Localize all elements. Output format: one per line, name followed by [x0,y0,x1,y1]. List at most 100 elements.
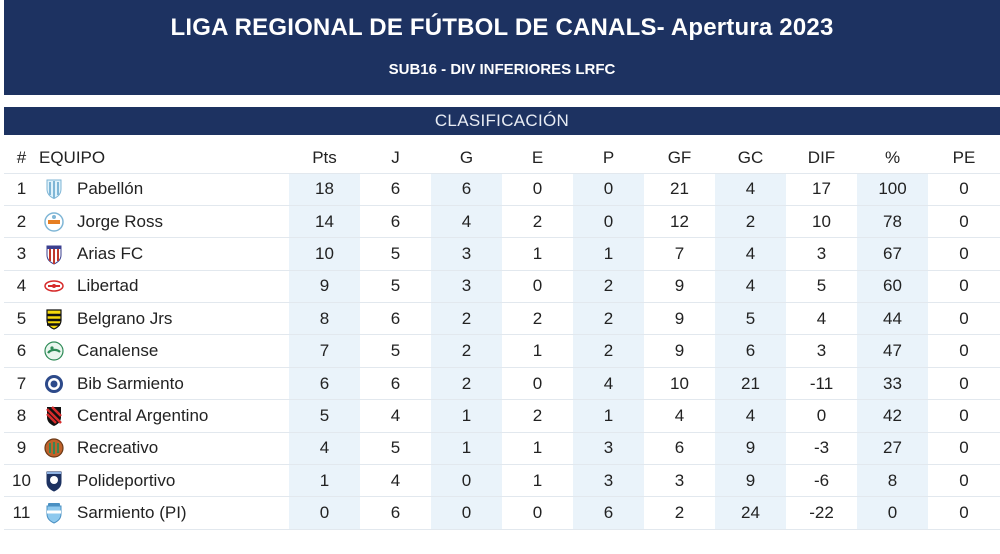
team-name[interactable]: Recreativo [77,438,159,458]
team-cell: Pabellón [39,172,289,206]
points-cell: 7 [289,334,360,368]
column-header-pe[interactable]: PE [952,147,976,167]
team-name[interactable]: Sarmiento (PI) [77,503,187,523]
won-cell: 3 [431,237,502,271]
points-cell: 18 [289,172,360,206]
table-row[interactable]: 6 Canalense 7 5 2 1 2 9 6 3 47 0 [4,334,1000,368]
table-row[interactable]: 3 Arias FC 10 5 3 1 1 7 4 3 67 0 [4,237,1000,271]
won-cell: 0 [431,496,502,530]
pe-cell: 0 [928,302,1000,336]
lost-cell: 1 [573,237,644,271]
pe-cell: 0 [928,432,1000,466]
goals-against-cell: 4 [715,172,786,206]
drawn-cell: 0 [502,496,573,530]
points-cell: 5 [289,399,360,433]
section-title-bar: CLASIFICACIÓN [4,107,1000,135]
column-header-goals-against[interactable]: GC [737,147,764,167]
column-header-team[interactable]: EQUIPO [39,147,106,167]
drawn-cell: 2 [502,302,573,336]
team-cell: Libertad [39,270,289,304]
team-cell: Recreativo [39,432,289,466]
team-cell: Sarmiento (PI) [39,496,289,530]
points-cell: 9 [289,270,360,304]
team-info: Jorge Ross [39,206,289,237]
team-info: Bib Sarmiento [39,368,289,399]
column-header-lost[interactable]: P [602,147,615,167]
table-row[interactable]: 9 Recreativo 4 5 1 1 3 6 9 -3 27 0 [4,432,1000,466]
column-header-position[interactable]: # [16,147,27,167]
goal-difference-cell: -11 [786,367,857,401]
drawn-cell: 0 [502,172,573,206]
pe-cell: 0 [928,367,1000,401]
goals-against-cell: 9 [715,432,786,466]
position-cell: 1 [4,172,39,206]
lost-cell: 0 [573,205,644,239]
team-name[interactable]: Bib Sarmiento [77,373,184,393]
goal-difference-cell: 17 [786,172,857,206]
goal-difference-cell: 3 [786,237,857,271]
position-cell: 2 [4,205,39,239]
team-name[interactable]: Libertad [77,276,139,296]
pabellon-crest-icon [43,178,65,200]
table-row[interactable]: 2 Jorge Ross 14 6 4 2 0 12 2 10 78 0 [4,205,1000,239]
lost-cell: 3 [573,464,644,498]
played-cell: 4 [360,464,431,498]
column-header-played[interactable]: J [391,147,400,167]
standings-body: 1 Pabellón 18 6 6 0 0 21 4 17 100 0 2 Jorge Ross 14 6 4 2… [4,172,1000,530]
team-name[interactable]: Jorge Ross [77,211,163,231]
goal-difference-cell: -22 [786,496,857,530]
won-cell: 1 [431,399,502,433]
team-info: Canalense [39,335,289,366]
goals-for-cell: 3 [644,464,715,498]
percentage-cell: 0 [857,496,928,530]
goals-for-cell: 9 [644,302,715,336]
played-cell: 6 [360,172,431,206]
column-header-drawn[interactable]: E [531,147,544,167]
percentage-cell: 47 [857,334,928,368]
points-cell: 1 [289,464,360,498]
goal-difference-cell: 5 [786,270,857,304]
table-row[interactable]: 7 Bib Sarmiento 6 6 2 0 4 10 21 -11 33 0 [4,367,1000,401]
percentage-cell: 27 [857,432,928,466]
team-name[interactable]: Belgrano Jrs [77,308,173,328]
table-row[interactable]: 1 Pabellón 18 6 6 0 0 21 4 17 100 0 [4,172,1000,206]
team-name[interactable]: Arias FC [77,243,144,263]
table-row[interactable]: 8 Central Argentino 5 4 1 2 1 4 4 0 42 0 [4,399,1000,433]
points-cell: 14 [289,205,360,239]
points-cell: 6 [289,367,360,401]
table-row[interactable]: 5 Belgrano Jrs 8 6 2 2 2 9 5 4 44 0 [4,302,1000,336]
column-header-points[interactable]: Pts [312,147,337,167]
column-header-goal-difference[interactable]: DIF [807,147,836,167]
column-header-percentage[interactable]: % [884,147,901,167]
table-row[interactable]: 4 Libertad 9 5 3 0 2 9 4 5 60 0 [4,270,1000,304]
polideportivo-crest-icon [43,470,65,492]
team-cell: Polideportivo [39,464,289,498]
sarmiento-pi-crest-icon [43,502,65,524]
drawn-cell: 2 [502,205,573,239]
points-cell: 10 [289,237,360,271]
team-name[interactable]: Central Argentino [77,405,209,425]
goals-for-cell: 6 [644,432,715,466]
won-cell: 0 [431,464,502,498]
goals-for-cell: 10 [644,367,715,401]
position-cell: 4 [4,270,39,304]
team-name[interactable]: Polideportivo [77,470,176,490]
team-cell: Central Argentino [39,399,289,433]
team-name[interactable]: Pabellón [77,179,144,199]
team-name[interactable]: Canalense [77,341,159,361]
drawn-cell: 1 [502,432,573,466]
won-cell: 3 [431,270,502,304]
percentage-cell: 67 [857,237,928,271]
goals-against-cell: 2 [715,205,786,239]
played-cell: 5 [360,237,431,271]
goals-for-cell: 21 [644,172,715,206]
played-cell: 6 [360,367,431,401]
team-cell: Canalense [39,334,289,368]
column-header-won[interactable]: G [459,147,474,167]
won-cell: 2 [431,302,502,336]
pe-cell: 0 [928,270,1000,304]
column-header-goals-for[interactable]: GF [667,147,692,167]
goals-against-cell: 24 [715,496,786,530]
table-row[interactable]: 10 Polideportivo 1 4 0 1 3 3 9 -6 8 0 [4,464,1000,498]
table-row[interactable]: 11 Sarmiento (PI) 0 6 0 0 6 2 24 -22 0 0 [4,496,1000,530]
